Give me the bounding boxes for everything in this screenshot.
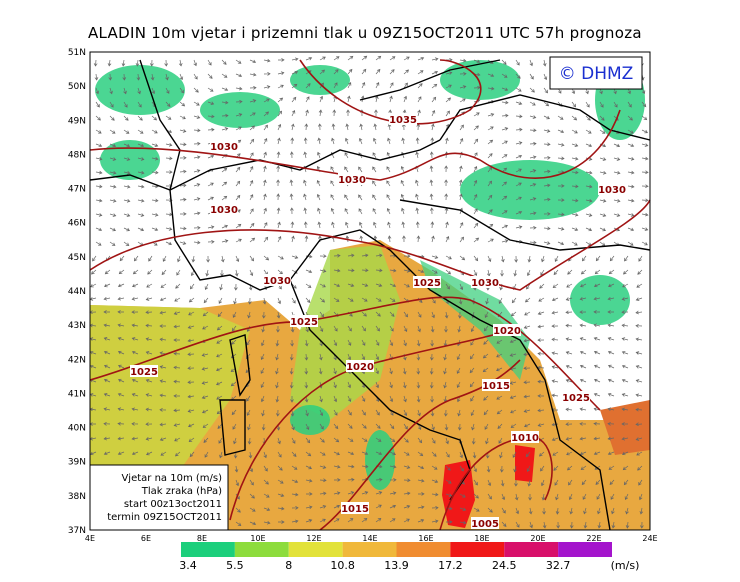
isobar-label-bg (341, 502, 369, 514)
isobar-label-bg (338, 173, 366, 185)
colorbar-swatch (342, 542, 397, 557)
colorbar-label: 13.9 (384, 559, 409, 572)
lat-label: 49N (68, 116, 86, 126)
lat-label: 37N (68, 526, 86, 536)
lat-label: 51N (68, 48, 86, 58)
lon-label: 14E (362, 534, 377, 543)
logo: © DHMZ (559, 64, 634, 84)
isobar-label: 1035 (389, 115, 417, 126)
isobar-label: 1030 (263, 276, 291, 287)
map-area: © DHMZ (89, 51, 651, 531)
isobar-label-bg (346, 360, 374, 372)
isobar-label-bg (130, 365, 158, 377)
lon-label: 4E (85, 534, 95, 543)
colorbar-label: 5.5 (226, 559, 244, 572)
isobar-label-bg (290, 315, 318, 327)
lon-label: 20E (530, 534, 545, 543)
lon-label: 24E (642, 534, 657, 543)
isobar-label-bg (511, 431, 539, 443)
isobar-label: 1020 (493, 326, 521, 337)
isobar-label-bg (210, 203, 238, 215)
isobar-label-bg (471, 276, 499, 288)
colorbar-label: 32.7 (546, 559, 571, 572)
isobar-label: 1030 (338, 175, 366, 186)
lon-label: 6E (141, 534, 151, 543)
lat-label: 40N (68, 424, 86, 434)
colorbar-swatch (450, 542, 505, 557)
isobar-label: 1025 (413, 278, 441, 289)
isobar-label: 1025 (130, 367, 158, 378)
colorbar-swatch (558, 542, 612, 557)
wind-field-green (290, 245, 400, 420)
lat-label: 39N (68, 458, 86, 468)
lon-label: 10E (250, 534, 265, 543)
wind-field-yellow (90, 305, 250, 470)
isobar-label: 1025 (290, 317, 318, 328)
lon-label: 12E (306, 534, 321, 543)
colorbar-swatch (396, 542, 451, 557)
lon-label: 18E (474, 534, 489, 543)
isobar-label: 1020 (346, 362, 374, 373)
lon-label: 16E (418, 534, 433, 543)
lat-label: 42N (68, 355, 86, 365)
isobar-label: 1010 (511, 433, 539, 444)
isobar-label: 1025 (562, 393, 590, 404)
isobar-label-bg (493, 324, 521, 336)
colorbar-swatch (288, 542, 343, 557)
wind-field-orange (600, 400, 650, 455)
legend-line: Tlak zraka (hPa) (141, 486, 222, 497)
lon-label: 22E (586, 534, 601, 543)
isobar-label-bg (598, 183, 626, 195)
isobar-label: 1030 (598, 185, 626, 196)
isobar-label-bg (413, 276, 441, 288)
lat-label: 46N (68, 219, 86, 229)
wind-field-green (420, 260, 530, 380)
isobar-label-bg (263, 274, 291, 286)
title: ALADIN 10m vjetar i prizemni tlak u 09Z1… (88, 24, 642, 42)
isobar-label-bg (482, 379, 510, 391)
isobar-label: 1030 (210, 142, 238, 153)
lat-label: 48N (68, 150, 86, 160)
lat-label: 45N (68, 253, 86, 263)
colorbar-unit: (m/s) (611, 559, 640, 572)
isobar-label: 1030 (210, 205, 238, 216)
isobar-label: 1015 (341, 504, 369, 515)
legend-line: Vjetar na 10m (m/s) (121, 473, 222, 484)
colorbar-swatch (181, 542, 235, 557)
colorbar-label: 17.2 (438, 559, 463, 572)
colorbar-label: 10.8 (330, 559, 355, 572)
isobar-label: 1005 (471, 519, 499, 530)
legend-box (89, 464, 229, 531)
borders (89, 59, 651, 531)
map-frame (89, 51, 651, 531)
labels: 51N 50N 49N 48N 47N 46N 45N 44N 43N 42N 41N 40N 39N 3… (68, 48, 658, 572)
legend-line: termin 09Z15OCT2011 (107, 512, 222, 523)
isobar-label: 1030 (471, 278, 499, 289)
colorbar-swatch (234, 542, 289, 557)
isobar-label-bg (210, 140, 238, 152)
wind-field-red (442, 445, 535, 528)
isobar-label-bg (389, 113, 417, 125)
lat-label: 47N (68, 185, 86, 195)
colorbar-label: 3.4 (179, 559, 197, 572)
wind-field-patches (95, 60, 645, 490)
lat-label: 44N (68, 287, 86, 297)
lat-label: 38N (68, 492, 86, 502)
colorbar-label: 24.5 (492, 559, 517, 572)
colorbar-swatch (504, 542, 559, 557)
lat-label: 50N (68, 82, 86, 92)
isobar-label-bg (562, 391, 590, 403)
isobar-label-bg (471, 517, 499, 529)
lat-label: 43N (68, 321, 86, 331)
legend-line: start 00z13oct2011 (124, 499, 222, 510)
colorbar-label: 8 (285, 559, 292, 572)
logo-box (549, 56, 643, 90)
lat-label: 41N (68, 389, 86, 399)
lon-label: 8E (197, 534, 207, 543)
isobar-label: 1015 (482, 381, 510, 392)
